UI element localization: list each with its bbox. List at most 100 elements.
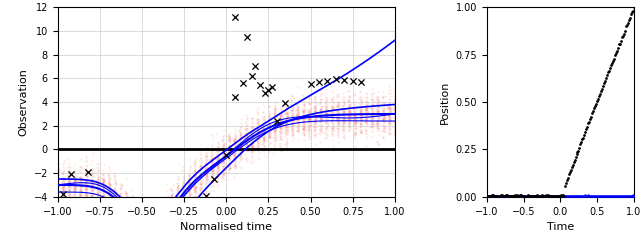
Point <box>93 181 104 185</box>
Point <box>275 115 285 119</box>
Point <box>276 126 286 129</box>
Point <box>356 118 367 121</box>
Point <box>184 182 194 186</box>
Point <box>155 217 165 221</box>
Point <box>310 125 321 129</box>
Point <box>68 186 79 189</box>
Point <box>138 213 148 216</box>
Point <box>206 175 216 179</box>
Point <box>225 139 235 143</box>
Point <box>156 234 166 238</box>
Point <box>138 216 148 219</box>
Point <box>379 113 389 117</box>
Point <box>212 156 223 159</box>
Point <box>287 92 297 96</box>
Point <box>132 204 142 208</box>
Point <box>327 132 337 135</box>
Point <box>391 100 401 104</box>
Point <box>269 110 280 114</box>
Point <box>287 123 298 126</box>
Point <box>103 195 113 199</box>
Point <box>299 120 309 124</box>
Point <box>218 157 228 161</box>
Point <box>99 194 109 198</box>
Point <box>167 211 177 215</box>
Point <box>276 120 286 124</box>
Point <box>172 204 182 208</box>
Point <box>186 177 196 181</box>
Point <box>52 178 63 182</box>
Point <box>63 174 74 178</box>
Point <box>190 190 200 193</box>
Point <box>310 127 320 131</box>
Point <box>69 178 79 182</box>
Point <box>379 115 389 119</box>
Point <box>150 196 160 200</box>
Point <box>264 117 275 121</box>
Point <box>287 118 297 122</box>
Point <box>264 122 274 126</box>
Point <box>87 200 97 204</box>
Point <box>310 119 321 123</box>
Point <box>179 191 189 195</box>
Point <box>327 104 337 108</box>
Point <box>259 128 269 132</box>
Point <box>189 188 200 192</box>
Point <box>298 131 308 135</box>
Point <box>264 105 275 108</box>
Point <box>604 194 614 198</box>
Point <box>280 126 291 129</box>
Point <box>332 126 342 130</box>
Point <box>628 5 639 9</box>
Point <box>65 182 76 186</box>
Point <box>367 103 377 107</box>
Point <box>154 235 164 239</box>
Point <box>259 128 269 132</box>
Point <box>115 220 125 224</box>
Point <box>379 112 389 116</box>
Point <box>179 183 189 187</box>
Point <box>178 199 188 203</box>
Point <box>361 102 371 106</box>
Point <box>304 112 314 116</box>
Point <box>276 143 287 147</box>
Point <box>110 197 120 201</box>
Point <box>241 132 252 136</box>
Point <box>211 165 221 169</box>
Point <box>355 114 365 118</box>
Point <box>200 151 211 155</box>
Point <box>156 215 166 218</box>
Point <box>390 85 400 89</box>
Point <box>300 128 310 132</box>
Point <box>173 201 183 205</box>
Point <box>58 200 68 204</box>
Point <box>104 190 114 193</box>
Point <box>264 133 275 137</box>
Point <box>303 121 314 125</box>
Point <box>196 163 206 167</box>
Point <box>355 121 365 125</box>
Point <box>293 108 303 112</box>
Point <box>144 209 154 213</box>
Point <box>212 172 223 176</box>
Point <box>156 220 166 223</box>
Point <box>612 46 623 49</box>
Point <box>156 216 166 219</box>
Point <box>150 221 160 225</box>
Point <box>563 194 573 198</box>
Point <box>98 187 108 191</box>
Point <box>93 182 104 186</box>
Point <box>195 151 205 155</box>
Point <box>177 214 188 218</box>
Point <box>93 183 103 187</box>
Point <box>360 111 371 114</box>
Point <box>99 208 109 212</box>
Point <box>76 176 86 180</box>
Point <box>309 113 319 117</box>
Point <box>150 212 161 216</box>
Point <box>207 170 218 174</box>
Point <box>151 226 161 229</box>
Point <box>81 181 91 185</box>
Point <box>126 214 136 218</box>
Point <box>232 142 242 146</box>
